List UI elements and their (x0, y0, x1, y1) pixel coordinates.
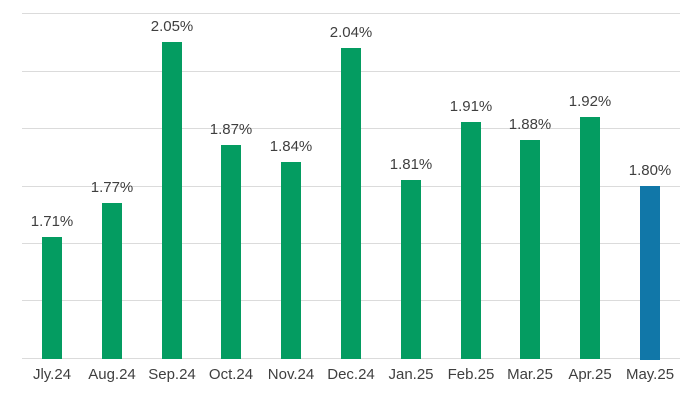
x-axis-label: Sep.24 (148, 366, 196, 383)
x-axis-label: Mar.25 (507, 366, 553, 383)
x-axis-label: Aug.24 (88, 366, 136, 383)
bar-value-label: 1.71% (30, 213, 74, 230)
bar-dec-24 (341, 48, 361, 359)
bar-nov-24 (281, 162, 301, 359)
bar-value-label: 1.92% (568, 93, 612, 110)
bar-oct-24 (221, 145, 241, 359)
x-axis-label: Dec.24 (327, 366, 375, 383)
bar-may-25 (640, 186, 660, 360)
bar-aug-24 (102, 203, 122, 359)
bar-value-label: 1.84% (269, 138, 313, 155)
gridline (22, 13, 680, 14)
bar-value-label: 2.05% (150, 18, 194, 35)
bar-value-label: 1.87% (209, 121, 253, 138)
bar-apr-25 (580, 117, 600, 359)
bar-value-label: 1.91% (449, 98, 493, 115)
bar-value-label: 2.04% (329, 24, 373, 41)
bar-mar-25 (520, 140, 540, 359)
x-axis-label: May.25 (625, 366, 675, 383)
bar-value-label: 1.81% (389, 156, 433, 173)
x-axis-label: Feb.25 (447, 366, 495, 383)
bar-jan-25 (401, 180, 421, 359)
x-axis-label: Jan.25 (388, 366, 434, 383)
x-axis-label: Oct.24 (208, 366, 254, 383)
x-axis-label: Apr.25 (568, 366, 612, 383)
bar-sep-24 (162, 42, 182, 359)
bar-value-label: 1.88% (508, 116, 552, 133)
x-axis-label: Jly.24 (32, 366, 72, 383)
x-axis-label: Nov.24 (267, 366, 315, 383)
bar-feb-25 (461, 122, 481, 359)
bar-value-label: 1.77% (90, 179, 134, 196)
bar-value-label: 1.80% (628, 162, 672, 179)
bar-jly-24 (42, 237, 62, 359)
